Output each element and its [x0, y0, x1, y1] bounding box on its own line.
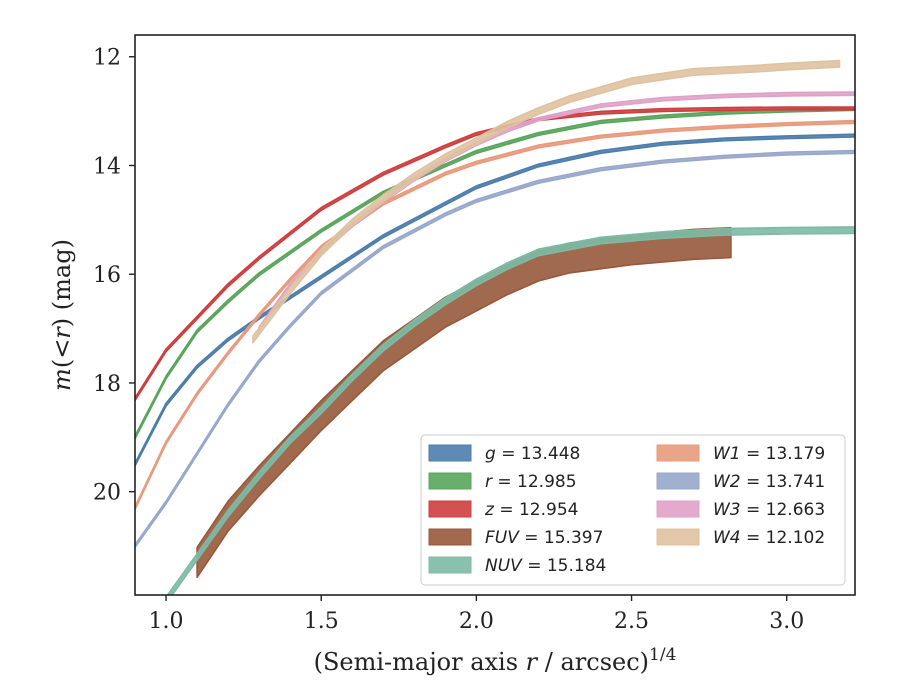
legend-swatch-w2 [656, 472, 700, 490]
legend-label-w2: W2 = 13.741 [713, 472, 825, 492]
legend-box [420, 434, 846, 586]
legend-swatch-r [428, 472, 472, 490]
series-w1-band [135, 119, 855, 511]
axes-frame [134, 34, 856, 596]
plot-frame [134, 34, 856, 596]
x-tick-label: 1.5 [304, 609, 339, 634]
series-z-band [135, 106, 855, 402]
y-tick-label: 14 [93, 154, 121, 179]
legend-swatch-w1 [656, 444, 700, 462]
legend-label-g: g = 13.448 [485, 444, 580, 464]
legend-label-w3: W3 = 12.663 [713, 500, 825, 520]
legend: g = 13.448 r = 12.985 z = 12.954 FUV = 15.3… [420, 434, 846, 586]
legend-label-r: r = 12.985 [485, 472, 577, 492]
legend-swatch-z [428, 500, 472, 518]
legend-swatch-g [428, 444, 472, 462]
series-r-band [135, 106, 855, 440]
x-axis: 1.0 1.5 2.0 2.5 3.0 [149, 595, 804, 634]
series-nuv-band [166, 226, 855, 595]
x-tick-label: 2.0 [459, 609, 494, 634]
x-tick-label: 2.5 [614, 609, 649, 634]
legend-swatch-fuv [428, 528, 472, 546]
legend-swatch-nuv [428, 556, 472, 574]
legend-swatch-w3 [656, 500, 700, 518]
series-w4-band [252, 59, 841, 344]
legend-label-z: z = 12.954 [484, 500, 578, 520]
legend-label-nuv: NUV = 15.184 [485, 556, 606, 576]
legend-label-w4: W4 = 12.102 [713, 528, 825, 548]
x-axis-title: (Semi-major axis r / arcsec)1/4 [314, 645, 677, 676]
plot-area [135, 59, 855, 595]
series-g-band [135, 133, 855, 467]
series-w2-band [135, 149, 855, 549]
legend-label-w1: W1 = 13.179 [713, 444, 825, 464]
series-w3-band [258, 91, 855, 332]
y-tick-label: 18 [93, 372, 121, 397]
legend-label-fuv: FUV = 15.397 [485, 528, 603, 548]
legend-swatch-w4 [656, 528, 700, 546]
y-tick-label: 16 [93, 263, 121, 288]
y-axis: 12 14 16 18 20 [93, 46, 135, 506]
y-axis-title: m(<r) (mag) [48, 239, 76, 391]
y-tick-label: 12 [93, 46, 121, 71]
y-tick-label: 20 [93, 481, 121, 506]
x-tick-label: 3.0 [769, 609, 804, 634]
x-tick-label: 1.0 [149, 609, 184, 634]
series-fuv-band [196, 226, 732, 579]
